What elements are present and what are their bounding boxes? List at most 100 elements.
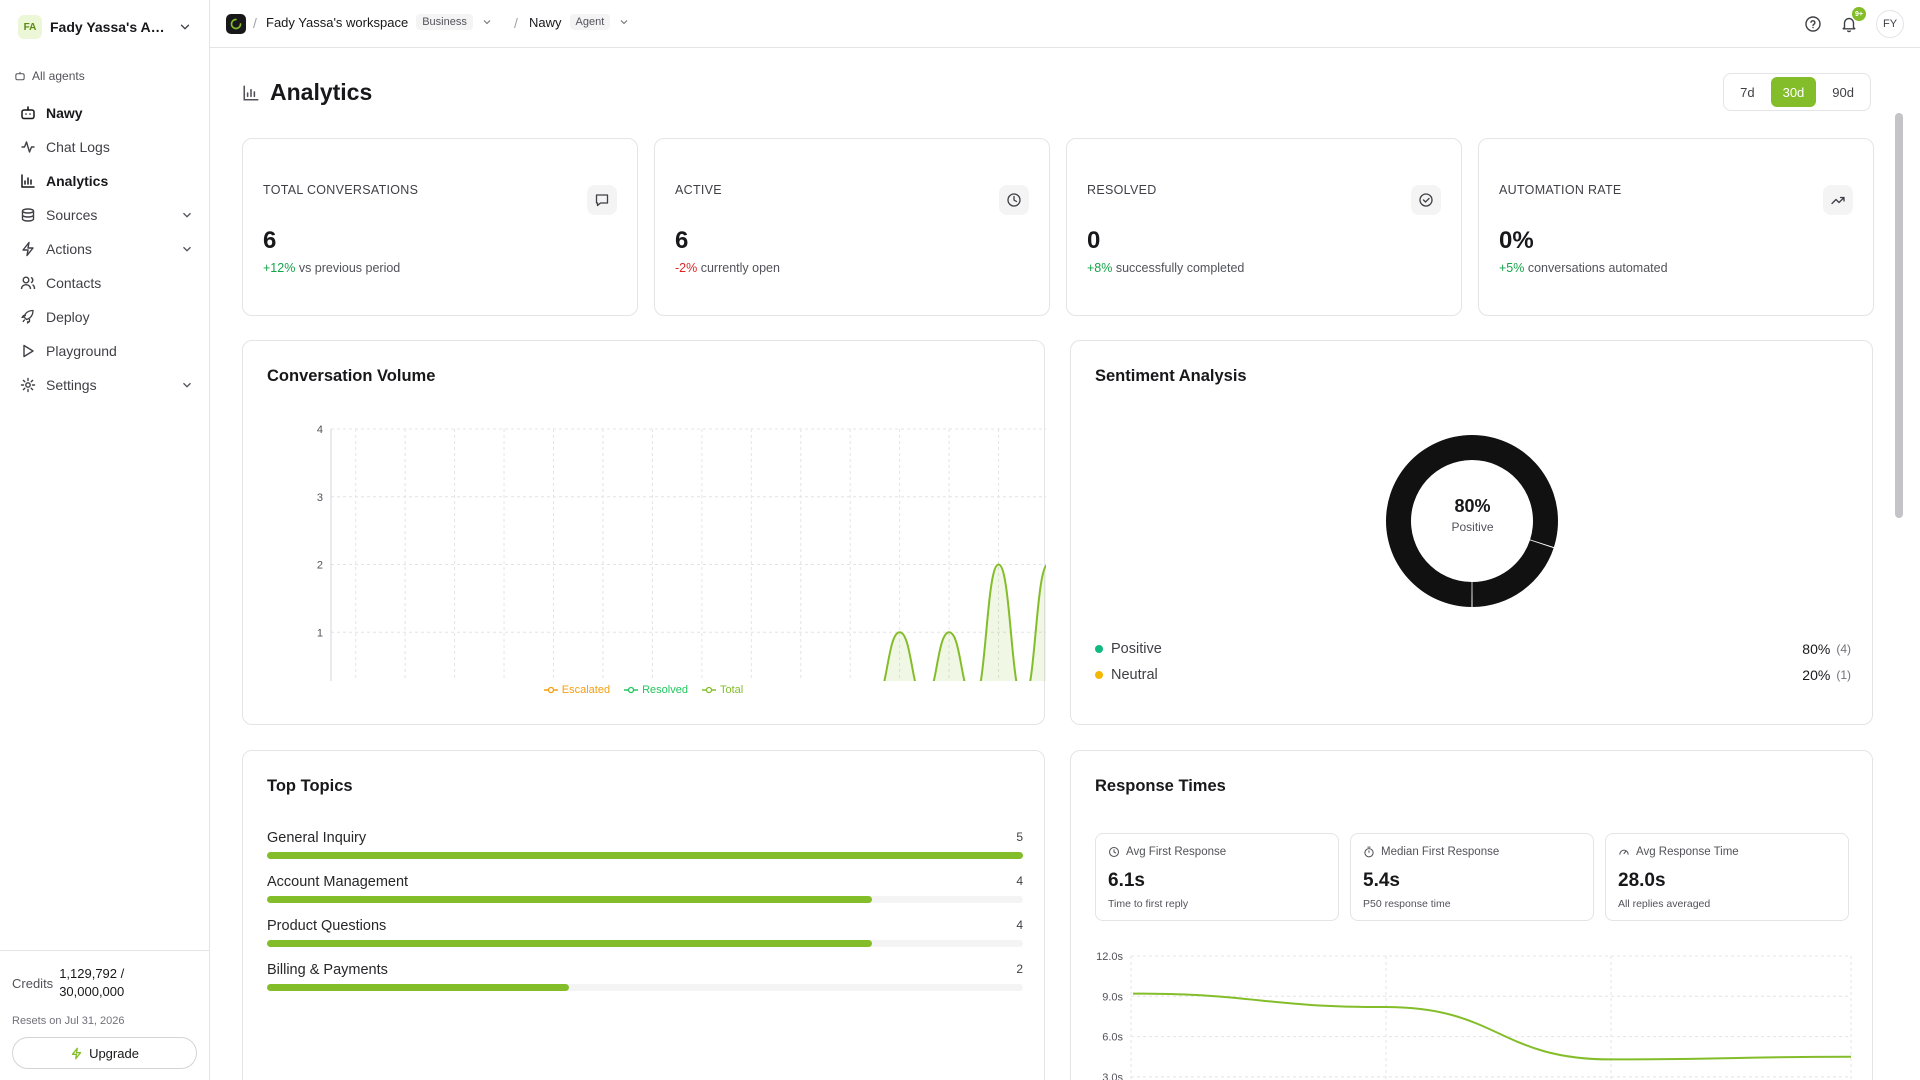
donut-slice-neutral <box>1472 540 1554 607</box>
upgrade-label: Upgrade <box>89 1045 139 1061</box>
stat-description: successfully completed <box>1115 261 1245 275</box>
card-title: Conversation Volume <box>267 367 436 385</box>
sidebar-item-contacts[interactable]: Contacts <box>10 266 200 300</box>
upgrade-button[interactable]: Upgrade <box>12 1037 197 1069</box>
sentiment-analysis-card: Sentiment Analysis 80% Positive Positive… <box>1070 340 1873 725</box>
topic-row: Billing & Payments 2 <box>267 962 1023 991</box>
bar-chart-icon <box>243 84 259 101</box>
all-agents-label: All agents <box>32 69 85 83</box>
range-30d-button[interactable]: 30d <box>1770 77 1817 107</box>
sentiment-count: (1) <box>1836 668 1851 682</box>
topic-header: Billing & Payments 2 <box>267 962 1023 978</box>
sidebar-item-label: Actions <box>46 241 92 257</box>
sidebar-item-nawy[interactable]: Nawy <box>10 96 200 130</box>
database-icon <box>21 208 35 222</box>
users-icon <box>20 276 36 290</box>
series-area-total <box>884 564 1046 681</box>
y-tick-label: 2 <box>317 560 323 572</box>
legend-dot <box>1095 671 1103 679</box>
credits-panel: Credits 1,129,792 / 30,000,000 Resets on… <box>0 950 210 1080</box>
topic-bar-track <box>267 940 1023 947</box>
sentiment-row-neutral: Neutral 20% (1) <box>1095 664 1851 686</box>
sentiment-row-positive: Positive 80% (4) <box>1095 638 1851 660</box>
metric-value: 6.1s <box>1108 870 1145 891</box>
card-title: Top Topics <box>267 777 353 795</box>
app-logo[interactable] <box>226 14 246 34</box>
y-tick-label: 9.0s <box>1102 991 1123 1003</box>
credits-value: 1,129,792 / 30,000,000 <box>59 966 125 999</box>
sidebar-item-analytics[interactable]: Analytics <box>10 164 200 198</box>
workspace-switcher[interactable]: Fady Yassa's workspace Business <box>266 14 493 30</box>
topic-header: General Inquiry 5 <box>267 830 1023 846</box>
page-scrollbar[interactable] <box>1895 113 1903 518</box>
chat-icon <box>587 185 617 215</box>
sidebar-item-sources[interactable]: Sources <box>10 198 200 232</box>
stat-subtext: +12% vs previous period <box>263 261 400 275</box>
sentiment-label: Positive <box>1111 641 1162 657</box>
sidebar-item-label: Settings <box>46 377 97 393</box>
series-line-total <box>883 563 1046 681</box>
user-avatar[interactable]: FY <box>1876 10 1904 38</box>
stat-label: TOTAL CONVERSATIONS <box>263 183 419 197</box>
topic-row: Account Management 4 <box>267 874 1023 903</box>
chevron-down-icon <box>183 212 191 218</box>
topic-row: General Inquiry 5 <box>267 830 1023 859</box>
range-7d-button[interactable]: 7d <box>1740 84 1755 100</box>
topic-bar-fill <box>267 984 570 991</box>
sidebar-item-deploy[interactable]: Deploy <box>10 300 200 334</box>
help-icon[interactable] <box>1804 15 1822 33</box>
stat-delta: +12% <box>263 261 296 275</box>
stat-value: 0 <box>1087 227 1101 254</box>
sidebar-item-settings[interactable]: Settings <box>10 368 200 402</box>
page-title: Analytics <box>270 79 373 105</box>
bot-icon <box>21 106 35 120</box>
gear-icon <box>20 377 36 393</box>
avg-response-time-card: Avg Response Time 28.0s All replies aver… <box>1605 833 1849 921</box>
response-time-chart: 12.0s 9.0s 6.0s 3.0s <box>1096 951 1852 1080</box>
stat-delta: -2% <box>675 261 698 275</box>
sidebar-item-chat-logs[interactable]: Chat Logs <box>10 130 200 164</box>
metric-label-text: Avg First Response <box>1126 846 1227 858</box>
workspace-name: Fady Yassa's workspace <box>266 14 409 30</box>
account-name: Fady Yassa's Acc... <box>50 19 170 35</box>
stat-description: currently open <box>700 261 780 275</box>
topic-header: Product Questions 4 <box>267 918 1023 934</box>
sentiment-count: (4) <box>1836 642 1851 656</box>
legend-marker-icon <box>701 686 716 694</box>
range-90d-button[interactable]: 90d <box>1832 84 1854 100</box>
topic-bar-track <box>267 896 1023 903</box>
topic-count: 4 <box>1016 918 1023 932</box>
sidebar-item-playground[interactable]: Playground <box>10 334 200 368</box>
sidebar: FA Fady Yassa's Acc... All agents Nawy C… <box>0 0 210 1080</box>
topic-label: Product Questions <box>267 918 387 934</box>
sentiment-donut-chart <box>1386 435 1558 607</box>
trending-up-icon <box>1823 185 1853 215</box>
stat-description: vs previous period <box>298 261 401 275</box>
metric-label-text: Avg Response Time <box>1636 846 1739 858</box>
breadcrumb-separator: / <box>253 15 257 31</box>
legend-total[interactable]: Total <box>701 684 743 696</box>
legend-escalated[interactable]: Escalated <box>543 684 610 696</box>
sidebar-item-label: Chat Logs <box>46 139 110 155</box>
agent-switcher[interactable]: Nawy Agent <box>529 14 630 30</box>
legend-resolved[interactable]: Resolved <box>624 684 688 696</box>
sidebar-item-label: Contacts <box>46 275 102 291</box>
sidebar-item-label: Analytics <box>46 173 109 189</box>
account-switcher[interactable]: FA Fady Yassa's Acc... <box>12 12 198 42</box>
notifications-button[interactable]: 9+ <box>1840 7 1866 33</box>
stat-value: 6 <box>675 227 689 254</box>
account-avatar: FA <box>18 15 42 39</box>
legend-dot <box>1095 645 1103 653</box>
sidebar-item-actions[interactable]: Actions <box>10 232 200 266</box>
main-content: Analytics 7d 30d 90d TOTAL CONVERSATIONS… <box>210 49 1905 1080</box>
sentiment-percent: 20% <box>1802 667 1831 683</box>
metric-subtext: P50 response time <box>1363 898 1451 910</box>
stat-value: 0% <box>1499 227 1534 254</box>
legend-marker-icon <box>543 686 558 694</box>
series-line-response-time <box>1132 992 1852 1061</box>
all-agents-link[interactable]: All agents <box>14 69 85 83</box>
play-icon <box>23 344 34 358</box>
legend-label: Resolved <box>642 684 688 696</box>
credits-label: Credits <box>12 975 54 991</box>
sidebar-item-label: Sources <box>46 207 98 223</box>
